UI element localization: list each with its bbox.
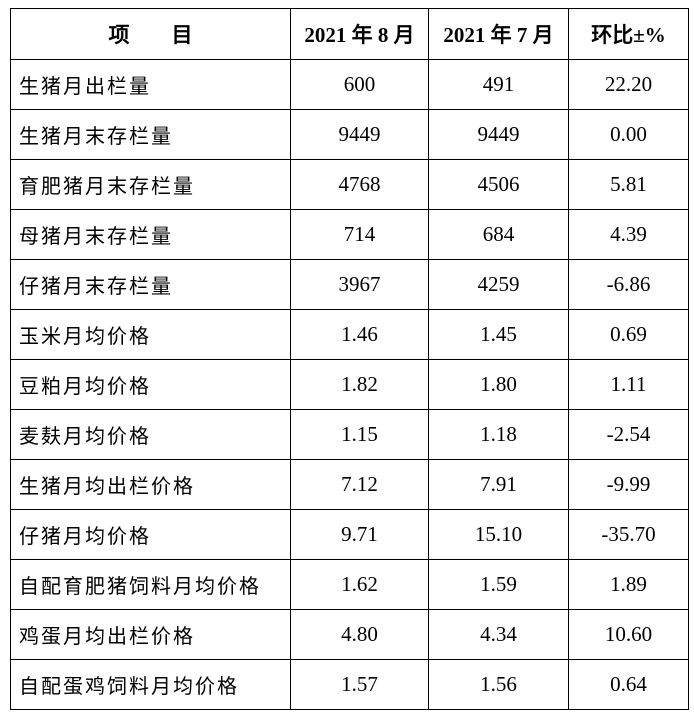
value-cell: 1.56 — [428, 659, 569, 710]
table-row: 豆粕月均价格 1.82 1.80 1.11 — [10, 359, 689, 410]
item-cell: 生猪月均出栏价格 — [10, 459, 291, 510]
value-cell: 1.45 — [428, 309, 569, 360]
header-cell: 2021 年 7 月 — [428, 8, 569, 60]
item-cell: 玉米月均价格 — [10, 309, 291, 360]
value-cell: 9449 — [428, 109, 569, 160]
table-body: 生猪月出栏量 600 491 22.20 生猪月末存栏量 9449 9449 0.00 育肥猪月… — [10, 59, 689, 710]
value-cell: 1.57 — [290, 659, 429, 710]
item-cell: 鸡蛋月均出栏价格 — [10, 609, 291, 660]
table-row: 育肥猪月末存栏量 4768 4506 5.81 — [10, 159, 689, 210]
value-cell: 9.71 — [290, 509, 429, 560]
table-header: 项 目 2021 年 8 月 2021 年 7 月环比±% — [10, 8, 689, 60]
value-cell: 491 — [428, 59, 569, 110]
item-cell: 仔猪月末存栏量 — [10, 259, 291, 310]
value-cell: 4506 — [428, 159, 569, 210]
header-cell: 环比±% — [568, 8, 689, 60]
value-cell: 1.18 — [428, 409, 569, 460]
value-cell: 1.11 — [568, 359, 689, 410]
value-cell: 4.34 — [428, 609, 569, 660]
value-cell: 0.64 — [568, 659, 689, 710]
value-cell: 9449 — [290, 109, 429, 160]
table-row: 自配蛋鸡饲料月均价格 1.57 1.56 0.64 — [10, 659, 689, 710]
header-cell: 2021 年 8 月 — [290, 8, 429, 60]
value-cell: 1.82 — [290, 359, 429, 410]
value-cell: -6.86 — [568, 259, 689, 310]
value-cell: 714 — [290, 209, 429, 260]
value-cell: 7.12 — [290, 459, 429, 510]
item-cell: 母猪月末存栏量 — [10, 209, 291, 260]
table-row: 麦麸月均价格 1.15 1.18 -2.54 — [10, 409, 689, 460]
value-cell: 15.10 — [428, 509, 569, 560]
value-cell: 684 — [428, 209, 569, 260]
data-table: 项 目 2021 年 8 月 2021 年 7 月环比±% 生猪月出栏量 600 491… — [10, 8, 689, 710]
value-cell: 7.91 — [428, 459, 569, 510]
value-cell: 4768 — [290, 159, 429, 210]
value-cell: 1.46 — [290, 309, 429, 360]
table-row: 仔猪月均价格 9.71 15.10 -35.70 — [10, 509, 689, 560]
value-cell: 4.39 — [568, 209, 689, 260]
value-cell: -9.99 — [568, 459, 689, 510]
value-cell: 0.69 — [568, 309, 689, 360]
value-cell: 5.81 — [568, 159, 689, 210]
table-row: 母猪月末存栏量 714 684 4.39 — [10, 209, 689, 260]
value-cell: 1.59 — [428, 559, 569, 610]
table-row: 仔猪月末存栏量 3967 4259 -6.86 — [10, 259, 689, 310]
item-cell: 育肥猪月末存栏量 — [10, 159, 291, 210]
value-cell: 600 — [290, 59, 429, 110]
value-cell: -2.54 — [568, 409, 689, 460]
value-cell: 1.89 — [568, 559, 689, 610]
value-cell: 1.15 — [290, 409, 429, 460]
value-cell: 0.00 — [568, 109, 689, 160]
item-cell: 自配育肥猪饲料月均价格 — [10, 559, 291, 610]
item-cell: 生猪月出栏量 — [10, 59, 291, 110]
value-cell: -35.70 — [568, 509, 689, 560]
table-row: 玉米月均价格 1.46 1.45 0.69 — [10, 309, 689, 360]
value-cell: 4259 — [428, 259, 569, 310]
item-cell: 自配蛋鸡饲料月均价格 — [10, 659, 291, 710]
table-row: 生猪月均出栏价格 7.12 7.91 -9.99 — [10, 459, 689, 510]
value-cell: 10.60 — [568, 609, 689, 660]
item-cell: 豆粕月均价格 — [10, 359, 291, 410]
value-cell: 3967 — [290, 259, 429, 310]
table-row: 生猪月末存栏量 9449 9449 0.00 — [10, 109, 689, 160]
item-cell: 麦麸月均价格 — [10, 409, 291, 460]
table-row: 自配育肥猪饲料月均价格 1.62 1.59 1.89 — [10, 559, 689, 610]
value-cell: 4.80 — [290, 609, 429, 660]
item-cell: 仔猪月均价格 — [10, 509, 291, 560]
table-row: 生猪月出栏量 600 491 22.20 — [10, 59, 689, 110]
value-cell: 22.20 — [568, 59, 689, 110]
table-row: 鸡蛋月均出栏价格 4.80 4.34 10.60 — [10, 609, 689, 660]
value-cell: 1.80 — [428, 359, 569, 410]
header-row: 项 目 2021 年 8 月 2021 年 7 月环比±% — [10, 8, 689, 60]
header-cell: 项 目 — [10, 8, 291, 60]
item-cell: 生猪月末存栏量 — [10, 109, 291, 160]
value-cell: 1.62 — [290, 559, 429, 610]
